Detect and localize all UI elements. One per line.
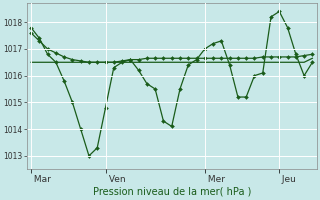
X-axis label: Pression niveau de la mer( hPa ): Pression niveau de la mer( hPa ) (92, 187, 251, 197)
